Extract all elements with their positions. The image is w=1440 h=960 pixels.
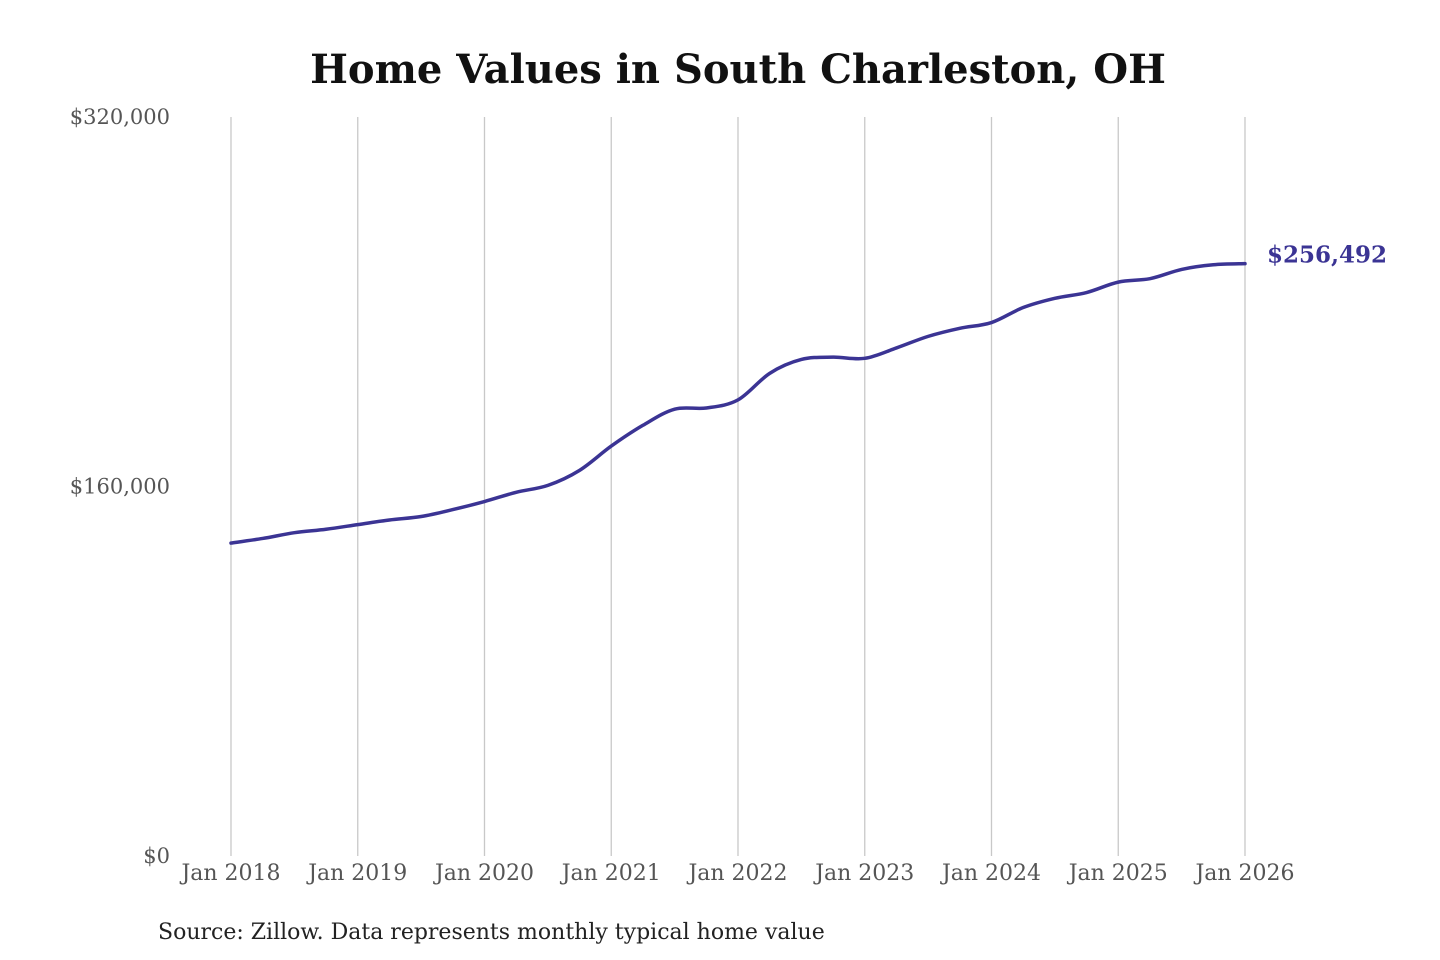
x-tick-label: Jan 2019: [306, 861, 407, 886]
y-tick-label: $0: [143, 844, 170, 868]
series-line-0: [229, 261, 1247, 545]
x-tick-label: Jan 2020: [433, 861, 534, 886]
series-group: $256,492: [229, 242, 1387, 545]
x-tick-label: Jan 2018: [179, 861, 280, 886]
y-tick-label: $160,000: [70, 475, 170, 499]
chart-title: Home Values in South Charleston, OH: [310, 46, 1166, 93]
x-axis-ticks: Jan 2018 Jan 2019 Jan 2020 Jan 2021 Jan 2022…: [179, 861, 1294, 886]
end-value-label: $256,492: [1267, 242, 1387, 269]
source-note: Source: Zillow. Data represents monthly …: [158, 920, 825, 945]
y-axis-ticks: $0 $160,000 $320,000: [70, 105, 170, 868]
x-tick-label: Jan 2023: [813, 861, 914, 886]
x-tick-label: Jan 2022: [686, 861, 787, 886]
x-tick-label: Jan 2024: [940, 861, 1041, 886]
vertical-gridlines: [230, 117, 1246, 856]
y-tick-label: $320,000: [70, 105, 170, 129]
x-tick-label: Jan 2025: [1067, 861, 1168, 886]
x-tick-label: Jan 2021: [560, 861, 661, 886]
x-tick-label: Jan 2026: [1193, 861, 1294, 886]
